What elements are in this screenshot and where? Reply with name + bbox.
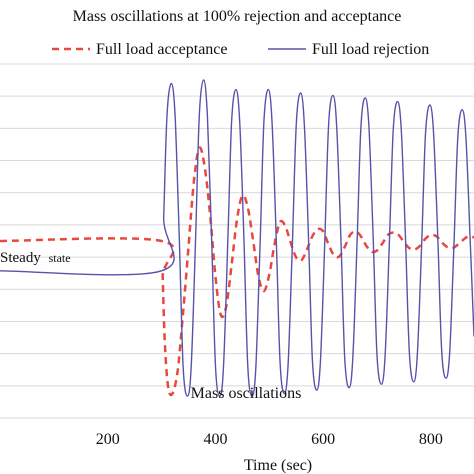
x-axis-label: Time (sec): [244, 457, 312, 474]
legend-label-acceptance: Full load acceptance: [96, 41, 228, 58]
x-tick-labels: 200 400 600 800: [96, 431, 443, 448]
mass-oscillations-label: Mass oscillations: [191, 385, 302, 402]
series-line-acceptance: [0, 146, 474, 397]
steady-state-label: Steady state: [0, 250, 71, 266]
x-tick-label: 600: [311, 431, 335, 448]
steady-sub-text: state: [49, 251, 71, 265]
gridlines: [0, 63, 474, 419]
legend-label-rejection: Full load rejection: [312, 41, 429, 58]
svg-text:Steady state: Steady state: [0, 250, 71, 266]
series-layer: [0, 79, 474, 397]
series-line-rejection: [0, 79, 474, 397]
steady-main-text: Steady: [0, 250, 41, 266]
x-tick-label: 400: [203, 431, 227, 448]
x-tick-label: 200: [96, 431, 120, 448]
x-tick-label: 800: [419, 431, 443, 448]
chart-title: Mass oscillations at 100% rejection and …: [73, 8, 402, 25]
legend: Full load acceptance Full load rejection: [52, 41, 429, 58]
